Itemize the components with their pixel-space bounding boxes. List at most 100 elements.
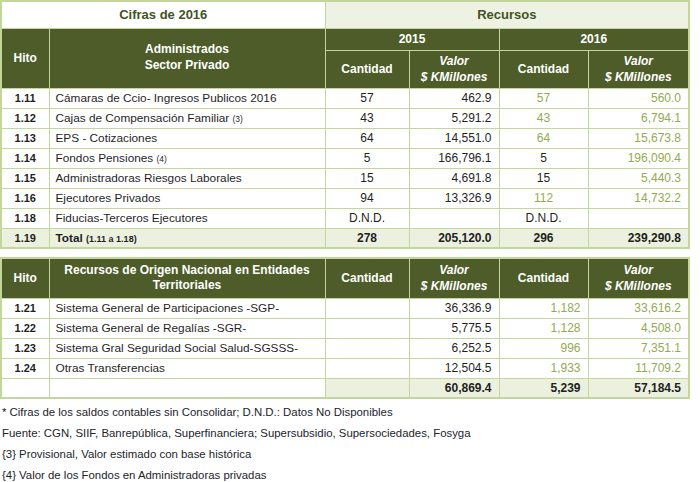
- cantidad-2015-cell: 94: [325, 188, 409, 208]
- total-label: Total: [56, 231, 87, 245]
- valor-2016-cell: 15,673.8: [588, 128, 689, 148]
- row-footref: (4): [157, 154, 167, 164]
- row-label: Cajas de Compensación Familiar: [56, 111, 233, 125]
- table-row: 1.12 Cajas de Compensación Familiar (3) …: [1, 108, 689, 128]
- table-row: 1.13 EPS - Cotizaciones 64 14,551.0 64 1…: [1, 128, 689, 148]
- cantidad-2016-cell: 112: [499, 188, 588, 208]
- cantidad-2015-cell: 43: [325, 108, 409, 128]
- label-cell: Ejecutores Privados: [49, 188, 325, 208]
- footnote-4: {4} Valor de los Fondos en Administrador…: [2, 465, 700, 482]
- t2-col-header-cantidad-2016: Cantidad: [499, 258, 588, 298]
- t1-col-header-cantidad-2016: Cantidad: [499, 50, 588, 88]
- cantidad-2015-cell: 15: [325, 168, 409, 188]
- valor-2015-cell: [409, 208, 499, 228]
- valor-2015-cell: 13,326.9: [409, 188, 499, 208]
- cantidad-2015-cell: [325, 298, 409, 318]
- t1-year-2016: 2016: [499, 28, 689, 50]
- hito-cell: 1.12: [1, 108, 49, 128]
- t1-year-2015: 2015: [325, 28, 499, 50]
- cantidad-2016-cell: 1,182: [499, 298, 588, 318]
- row-label: Ejecutores Privados: [56, 191, 161, 205]
- t1-col-header-valor-2015: Valor $ KMillones: [409, 50, 499, 88]
- table-administrados-sector-privado: Cifras de 2016 Recursos Hito Administrad…: [0, 0, 690, 249]
- label-cell: Sistema General de Regalías -SGR-: [49, 318, 325, 338]
- cantidad-2016-cell: 1,128: [499, 318, 588, 338]
- table-row: 1.22 Sistema General de Regalías -SGR- 5…: [1, 318, 689, 338]
- t1-col-header-cantidad-2015: Cantidad: [325, 50, 409, 88]
- valor-2015-cell: 4,691.8: [409, 168, 499, 188]
- valor-2016-cell: 196,090.4: [588, 148, 689, 168]
- cantidad-2015-cell: 278: [325, 228, 409, 248]
- hito-cell: 1.18: [1, 208, 49, 228]
- hito-cell: 1.15: [1, 168, 49, 188]
- valor-2015-cell: 12,504.5: [409, 358, 499, 378]
- valor-2016-cell: 11,709.2: [588, 358, 689, 378]
- total-row: 1.19 Total (1.11 a 1.18) 278 205,120.0 2…: [1, 228, 689, 248]
- label-cell: Fondos Pensiones (4): [49, 148, 325, 168]
- cantidad-2016-cell: 5: [499, 148, 588, 168]
- cantidad-2016-cell: 296: [499, 228, 588, 248]
- table1-title-cifras: Cifras de 2016: [1, 1, 325, 28]
- hito-cell: 1.23: [1, 338, 49, 358]
- table-row: 1.24 Otras Transferencias 12,504.5 1,933…: [1, 358, 689, 378]
- row-label: Cámaras de Ccio- Ingresos Publicos 2016: [56, 91, 277, 105]
- valor-2015-cell: 5,291.2: [409, 108, 499, 128]
- total-row: 60,869.4 5,239 57,184.5: [1, 378, 689, 398]
- cantidad-2015-cell: 57: [325, 88, 409, 108]
- footnotes: * Cifras de los saldos contables sin Con…: [0, 402, 700, 482]
- cantidad-2016-cell: 1,933: [499, 358, 588, 378]
- hito-cell: 1.22: [1, 318, 49, 338]
- valor-2016-cell: 14,732.2: [588, 188, 689, 208]
- t2-col-header-cantidad-2015: Cantidad: [325, 258, 409, 298]
- valor-2015-cell: 60,869.4: [409, 378, 499, 398]
- valor-2016-cell: [588, 208, 689, 228]
- valor-2015-cell: 462.9: [409, 88, 499, 108]
- table-row: 1.21 Sistema General de Participaciones …: [1, 298, 689, 318]
- label-cell: Cajas de Compensación Familiar (3): [49, 108, 325, 128]
- table-recursos-origen-nacional: Hito Recursos de Origen Nacional en Enti…: [0, 257, 690, 399]
- cantidad-2016-cell: 57: [499, 88, 588, 108]
- hito-cell: 1.11: [1, 88, 49, 108]
- label-cell: Otras Transferencias: [49, 358, 325, 378]
- total-range: (1.11 a 1.18): [86, 234, 137, 244]
- t2-col-header-hito: Hito: [1, 258, 49, 298]
- t2-col-header-valor-2016: Valor $ KMillones: [588, 258, 689, 298]
- table-row: 1.16 Ejecutores Privados 94 13,326.9 112…: [1, 188, 689, 208]
- cantidad-2015-cell: 64: [325, 128, 409, 148]
- hito-cell: 1.13: [1, 128, 49, 148]
- hito-cell: 1.24: [1, 358, 49, 378]
- row-label: Fondos Pensiones: [56, 151, 157, 165]
- valor-2015-cell: 14,551.0: [409, 128, 499, 148]
- valor-2015-cell: 36,336.9: [409, 298, 499, 318]
- valor-2016-cell: 5,440.3: [588, 168, 689, 188]
- table1-title-recursos: Recursos: [325, 1, 689, 28]
- t2-col-header-recursos: Recursos de Origen Nacional en Entidades…: [49, 258, 325, 298]
- label-cell: [49, 378, 325, 398]
- t1-col-header-valor-2016: Valor $ KMillones: [588, 50, 689, 88]
- valor-2015-cell: 205,120.0: [409, 228, 499, 248]
- valor-2015-cell: 6,252.5: [409, 338, 499, 358]
- valor-2015-cell: 166,796.1: [409, 148, 499, 168]
- row-label: Fiducias-Terceros Ejecutores: [56, 211, 208, 225]
- hito-cell: 1.16: [1, 188, 49, 208]
- valor-2016-cell: 4,508.0: [588, 318, 689, 338]
- valor-2016-cell: 6,794.1: [588, 108, 689, 128]
- label-cell: Sistema Gral Seguridad Social Salud-SGSS…: [49, 338, 325, 358]
- valor-2016-cell: 33,616.2: [588, 298, 689, 318]
- row-label: Administradoras Riesgos Laborales: [56, 171, 242, 185]
- cantidad-2015-cell: [325, 338, 409, 358]
- label-cell: Fiducias-Terceros Ejecutores: [49, 208, 325, 228]
- cantidad-2016-cell: 15: [499, 168, 588, 188]
- cantidad-2016-cell: 43: [499, 108, 588, 128]
- valor-2016-cell: 7,351.1: [588, 338, 689, 358]
- label-cell: Administradoras Riesgos Laborales: [49, 168, 325, 188]
- valor-2015-cell: 5,775.5: [409, 318, 499, 338]
- table-row: 1.11 Cámaras de Ccio- Ingresos Publicos …: [1, 88, 689, 108]
- valor-2016-cell: 239,290.8: [588, 228, 689, 248]
- label-cell: Cámaras de Ccio- Ingresos Publicos 2016: [49, 88, 325, 108]
- t2-col-header-valor-2015: Valor $ KMillones: [409, 258, 499, 298]
- cantidad-2016-cell: D.N.D.: [499, 208, 588, 228]
- cantidad-2016-cell: 5,239: [499, 378, 588, 398]
- table-row: 1.15 Administradoras Riesgos Laborales 1…: [1, 168, 689, 188]
- valor-2016-cell: 560.0: [588, 88, 689, 108]
